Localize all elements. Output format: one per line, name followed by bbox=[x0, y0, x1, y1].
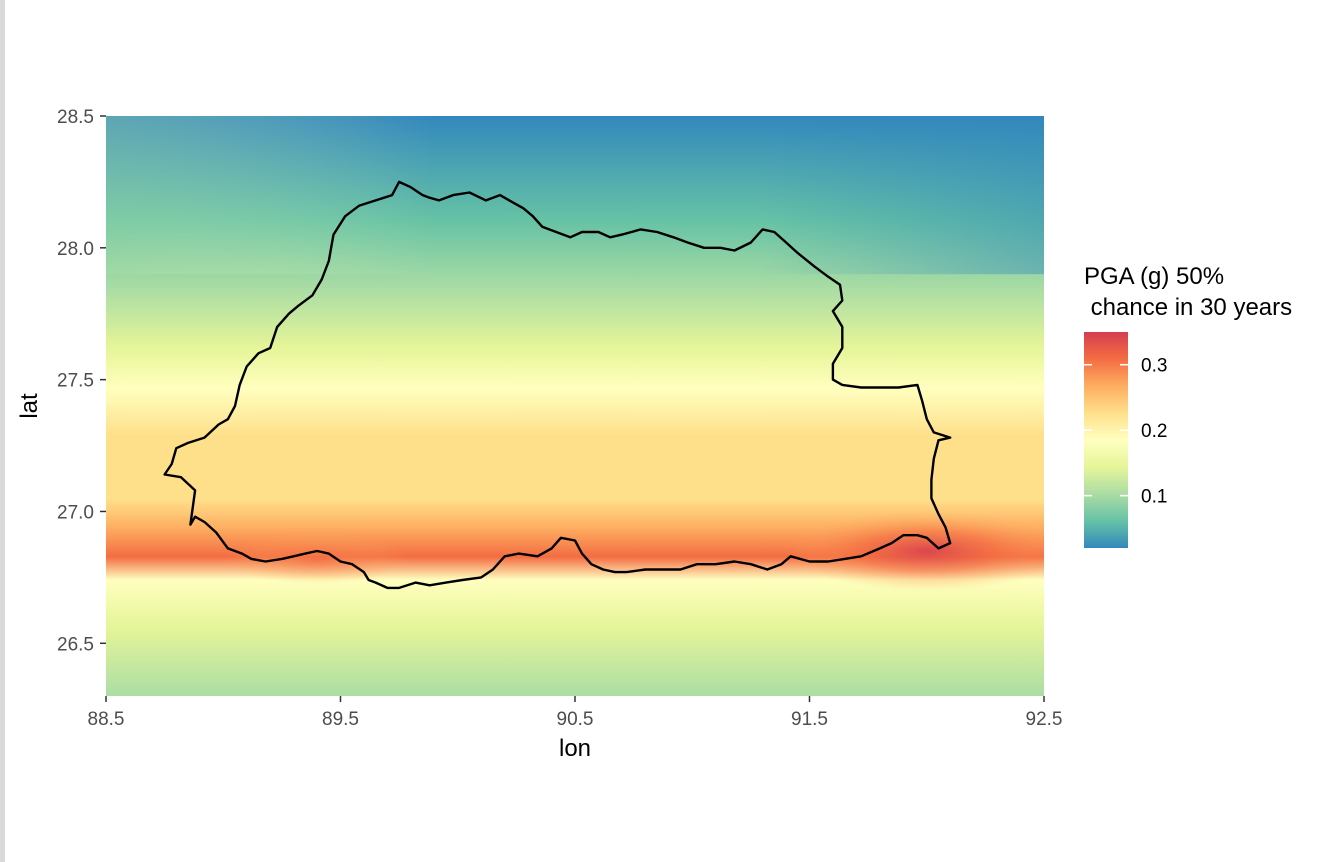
legend-tick-label: 0.3 bbox=[1141, 356, 1167, 377]
legend-title-line1: PGA (g) 50% bbox=[1084, 263, 1224, 290]
legend-title-line2: chance in 30 years bbox=[1084, 294, 1292, 321]
y-tick-label: 27.5 bbox=[57, 371, 94, 392]
color-legend: PGA (g) 50% chance in 30 years 0.1 0.2 0.3 bbox=[1084, 263, 1292, 548]
pga-hotspot-east bbox=[786, 511, 1044, 591]
x-tick-label: 89.5 bbox=[322, 709, 359, 730]
country-boundary bbox=[163, 180, 952, 590]
x-axis: 88.5 89.5 90.5 91.5 92.5 bbox=[88, 696, 1063, 730]
y-axis-title: lat bbox=[16, 393, 43, 419]
legend-tick-label: 0.1 bbox=[1141, 487, 1167, 508]
window-edge bbox=[0, 0, 5, 862]
y-tick-label: 28.0 bbox=[57, 239, 94, 260]
raster-panel bbox=[106, 116, 1044, 696]
x-axis-title: lon bbox=[559, 735, 591, 762]
x-tick-label: 90.5 bbox=[557, 709, 594, 730]
y-tick-label: 28.5 bbox=[57, 107, 94, 128]
legend-colorbar bbox=[1084, 332, 1128, 548]
legend-tick-label: 0.2 bbox=[1141, 421, 1167, 442]
x-tick-label: 88.5 bbox=[88, 709, 125, 730]
y-tick-label: 27.0 bbox=[57, 502, 94, 523]
y-tick-label: 26.5 bbox=[57, 634, 94, 655]
x-tick-label: 92.5 bbox=[1026, 709, 1063, 730]
pga-raster-northwest-shade bbox=[106, 116, 1044, 275]
y-axis: 26.5 27.0 27.5 28.0 28.5 bbox=[57, 107, 106, 655]
x-tick-label: 91.5 bbox=[791, 709, 828, 730]
